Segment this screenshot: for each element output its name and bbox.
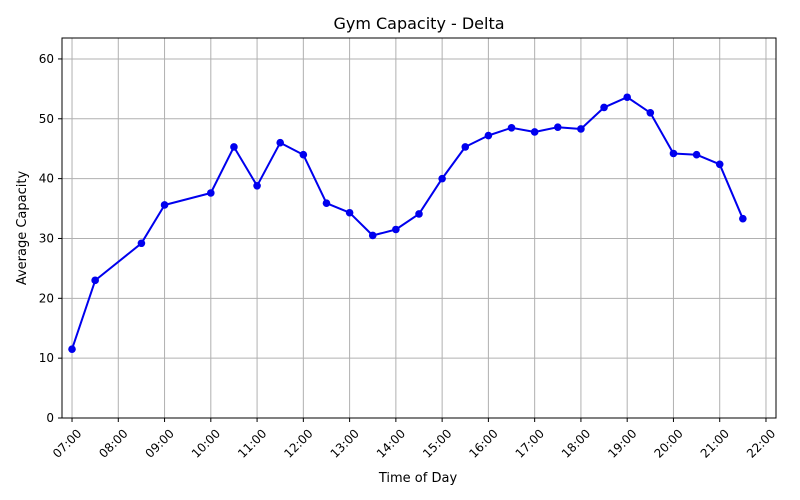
data-point	[438, 174, 446, 183]
data-point	[345, 208, 354, 217]
data-point	[530, 128, 539, 136]
data-point	[276, 138, 285, 147]
y-tick-label: 50	[39, 112, 54, 126]
data-point	[230, 143, 238, 151]
data-point	[253, 182, 261, 190]
x-axis-label: Time of Day	[378, 471, 458, 486]
y-tick-label: 10	[39, 351, 54, 365]
series-line	[71, 96, 744, 350]
data-point	[461, 143, 470, 151]
data-point	[623, 93, 631, 102]
data-point	[692, 150, 701, 159]
data-point	[646, 109, 655, 117]
y-tick-label: 20	[39, 291, 54, 305]
data-point	[137, 239, 146, 248]
y-tick-label: 60	[39, 52, 54, 66]
data-point	[415, 210, 423, 218]
grid-lines	[62, 38, 776, 419]
series-layer	[68, 93, 747, 353]
data-point	[669, 149, 678, 158]
data-point	[739, 214, 747, 223]
plot-frame	[61, 37, 777, 419]
y-tick-label: 30	[39, 231, 54, 245]
data-point	[160, 201, 169, 209]
data-point	[392, 225, 400, 234]
data-point	[299, 150, 308, 159]
data-point	[68, 345, 76, 353]
data-point	[207, 189, 215, 197]
data-point	[600, 103, 608, 112]
data-point	[577, 125, 585, 133]
data-point	[507, 123, 516, 132]
y-tick-label: 0	[46, 411, 54, 425]
data-point	[91, 276, 99, 285]
data-point	[484, 131, 493, 140]
data-point	[715, 160, 724, 169]
y-axis-label: Average Capacity	[15, 171, 30, 286]
data-point	[322, 199, 331, 207]
y-axis-ticks: 0 10 20 30 40 50 60	[39, 52, 62, 425]
data-point	[553, 123, 562, 131]
chart-title: Gym Capacity - Delta	[333, 14, 504, 33]
y-tick-label: 40	[39, 172, 54, 186]
data-point	[368, 231, 377, 240]
